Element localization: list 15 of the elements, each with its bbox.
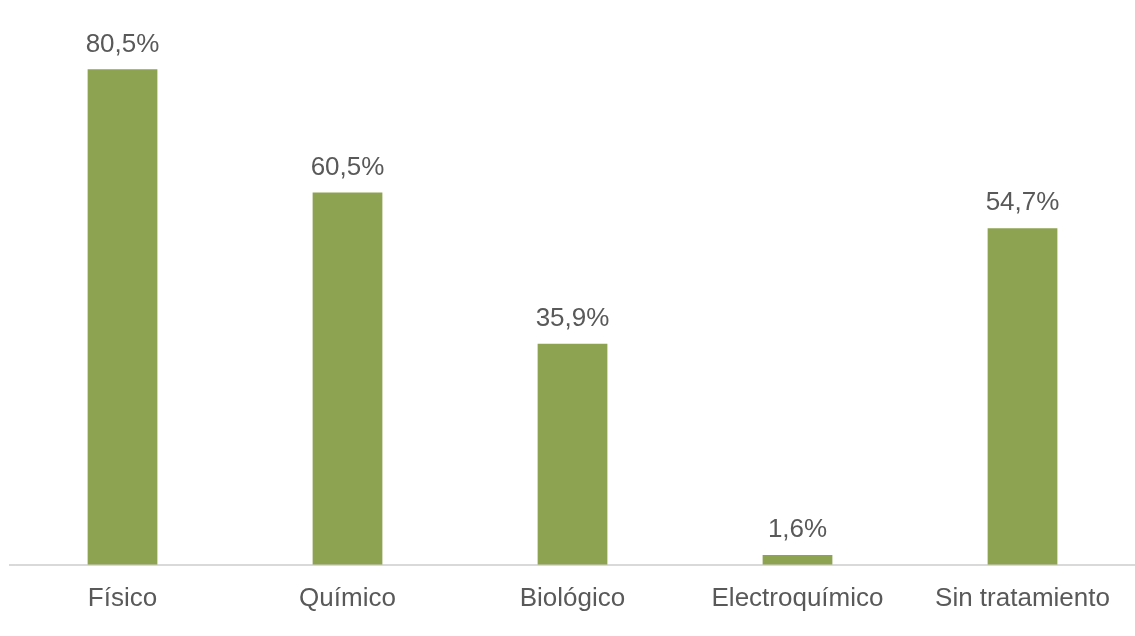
x-tick-label: Sin tratamiento	[935, 581, 1110, 612]
bar	[87, 69, 158, 565]
data-label: 60,5%	[310, 150, 385, 181]
data-label: 80,5%	[85, 27, 160, 58]
bar	[312, 192, 383, 565]
bar	[537, 343, 608, 565]
x-tick-label: Químico	[299, 581, 396, 612]
data-label: 35,9%	[535, 302, 610, 333]
x-tick-label: Electroquímico	[711, 581, 884, 612]
bar	[762, 554, 833, 565]
x-tick-label: Físico	[87, 581, 158, 612]
data-label: 1,6%	[767, 513, 828, 544]
x-tick-label: Biológico	[519, 581, 626, 612]
data-label: 54,7%	[985, 186, 1060, 217]
bar	[987, 228, 1058, 565]
